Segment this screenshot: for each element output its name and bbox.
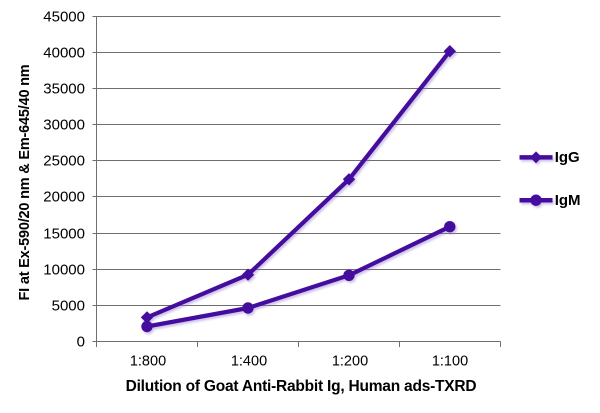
svg-text:5000: 5000 [52, 298, 85, 315]
svg-text:0: 0 [77, 334, 85, 351]
svg-text:IgM: IgM [555, 192, 581, 209]
svg-text:Dilution of Goat Anti-Rabbit I: Dilution of Goat Anti-Rabbit Ig, Human a… [126, 378, 477, 395]
svg-text:40000: 40000 [43, 45, 85, 62]
svg-text:15000: 15000 [43, 226, 85, 243]
svg-text:35000: 35000 [43, 81, 85, 98]
svg-text:20000: 20000 [43, 189, 85, 206]
svg-text:1:100: 1:100 [432, 354, 468, 370]
svg-text:45000: 45000 [43, 8, 85, 25]
svg-text:1:200: 1:200 [332, 354, 368, 370]
svg-text:30000: 30000 [43, 117, 85, 134]
svg-text:10000: 10000 [43, 262, 85, 279]
svg-text:1:800: 1:800 [130, 354, 166, 370]
svg-text:IgG: IgG [555, 149, 580, 166]
svg-text:1:400: 1:400 [231, 354, 267, 370]
svg-text:25000: 25000 [43, 153, 85, 170]
svg-text:FI at Ex-590/20 nm & Em-645/40: FI at Ex-590/20 nm & Em-645/40 nm [17, 65, 33, 301]
